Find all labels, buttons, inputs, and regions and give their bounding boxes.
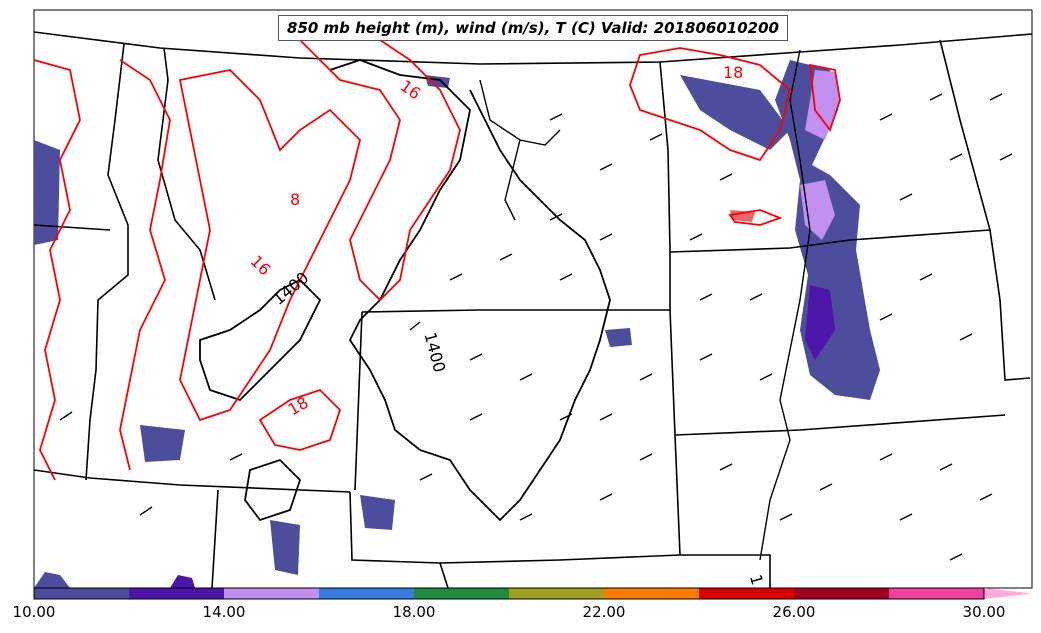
colorbar-segment	[34, 588, 129, 599]
colorbar-tick-label: 30.00	[962, 603, 1006, 621]
map-frame	[33, 9, 1033, 589]
colorbar-extend-arrow	[984, 588, 1032, 599]
colorbar-segment	[319, 588, 414, 599]
colorbar	[33, 587, 1032, 600]
map-title: 850 mb height (m), wind (m/s), T (C) Val…	[278, 15, 788, 41]
colorbar-tick-label: 14.00	[202, 603, 246, 621]
colorbar-tick-label: 18.00	[392, 603, 436, 621]
temp-contour-label: 18	[723, 63, 743, 82]
colorbar-tick-label: 22.00	[582, 603, 626, 621]
state-borders	[33, 31, 1033, 589]
height-contour-label: 1	[746, 572, 767, 587]
colorbar-segment	[794, 588, 889, 599]
colorbar-segment	[414, 588, 509, 599]
colorbar-outline	[33, 587, 985, 600]
colorbar-segment	[889, 588, 984, 599]
temp-contour-label: 8	[290, 190, 300, 209]
height-contours	[199, 59, 611, 522]
colorbar-segment	[699, 588, 794, 599]
wind-barbs	[59, 93, 1013, 561]
colorbar-segment	[509, 588, 604, 599]
colorbar-tick-label: 10.00	[12, 603, 56, 621]
colorbar-segment	[129, 588, 224, 599]
river	[479, 49, 811, 561]
colorbar-segment	[224, 588, 319, 599]
colorbar-tick-label: 26.00	[772, 603, 816, 621]
colorbar-segment	[604, 588, 699, 599]
temperature-contours	[33, 29, 841, 481]
